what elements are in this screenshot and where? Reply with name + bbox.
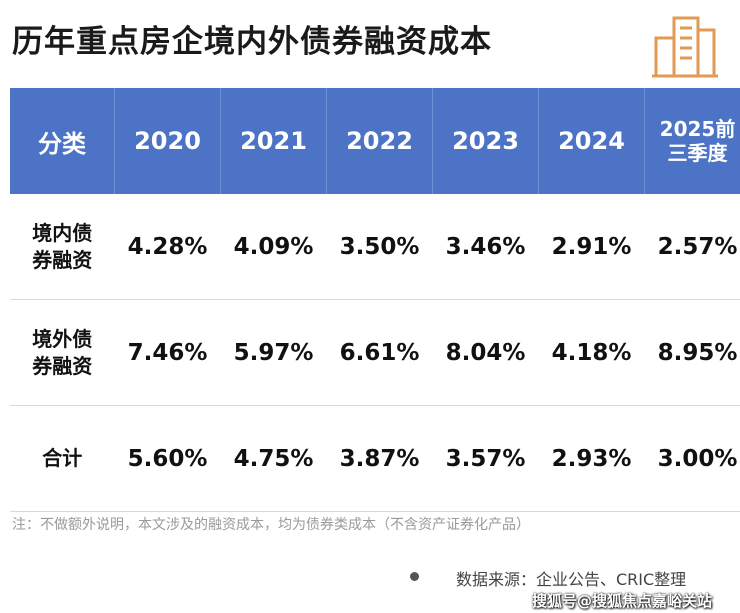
header-cell: 2022 [326,88,433,194]
table-cell: 5.97% [220,299,327,406]
watermark: 搜狐号@搜狐焦点嘉峪关站 [532,592,713,610]
cell-line: 分类 [38,129,86,158]
source: 数据来源：企业公告、CRIC整理 [456,570,687,589]
table-cell: 4.09% [220,194,327,300]
table-cell: 2.93% [538,405,645,512]
cell-line: 2020 [134,127,201,155]
table-cell: 4.75% [220,405,327,512]
table-cell: 3.50% [326,194,433,300]
data-table: 分类 2020 2021 2022 2023 2024 2025前 三季度 境内债 券融资 4.28… [10,88,740,512]
table-cell: 8.04% [432,299,539,406]
table-cell: 6.61% [326,299,433,406]
table-row: 境内债 券融资 4.28% 4.09% 3.50% 3.46% 2.91% 2.57% [10,194,740,300]
cell-line: 合计 [42,446,83,470]
table-body: 境内债 券融资 4.28% 4.09% 3.50% 3.46% 2.91% 2.57% 境外债券… [10,194,740,512]
table-cell: 2.91% [538,194,645,300]
cell-line: 2025前 [659,117,736,141]
table-cell: 3.00% [644,405,740,512]
cell-line: 2024 [558,127,625,155]
cell-line: 2021 [240,127,307,155]
header-cell: 分类 [10,88,115,194]
building-icon [652,16,718,78]
header-cell: 2023 [432,88,539,194]
title: 历年重点房企境内外债券融资成本 [12,24,492,60]
table-row: 境外债 券融资 7.46% 5.97% 6.61% 8.04% 4.18% 8.95% [10,299,740,406]
cell-line: 2023 [452,127,519,155]
row-label: 境内债 券融资 [10,194,115,300]
header-row: 分类 2020 2021 2022 2023 2024 2025前 三季度 [10,88,740,194]
table-cell: 7.46% [114,299,221,406]
table-cell: 2.57% [644,194,740,300]
table-cell: 8.95% [644,299,740,406]
table-cell: 4.18% [538,299,645,406]
table-cell: 3.57% [432,405,539,512]
row-label: 合计 [10,405,115,512]
cell-line: 境内债 [32,220,93,245]
bullet-dot [410,572,419,581]
table-cell: 3.46% [432,194,539,300]
cell-line: 券融资 [32,353,93,378]
header-cell: 2020 [114,88,221,194]
header-cell: 2021 [220,88,327,194]
table-cell: 5.60% [114,405,221,512]
cell-line: 2022 [346,127,413,155]
cell-line: 券融资 [32,247,93,272]
row-label: 境外债 券融资 [10,299,115,406]
note: 注：不做额外说明，本文涉及的融资成本，均为债券类成本（不含资产证券化产品） [12,517,530,533]
cell-line: 三季度 [667,141,728,165]
header-cell: 2025前 三季度 [644,88,740,194]
header-cell: 2024 [538,88,645,194]
table-cell: 3.87% [326,405,433,512]
table-cell: 4.28% [114,194,221,300]
table-row: 合计 5.60% 4.75% 3.87% 3.57% 2.93% 3.00% [10,405,740,512]
cell-line: 境外债 [32,326,93,351]
